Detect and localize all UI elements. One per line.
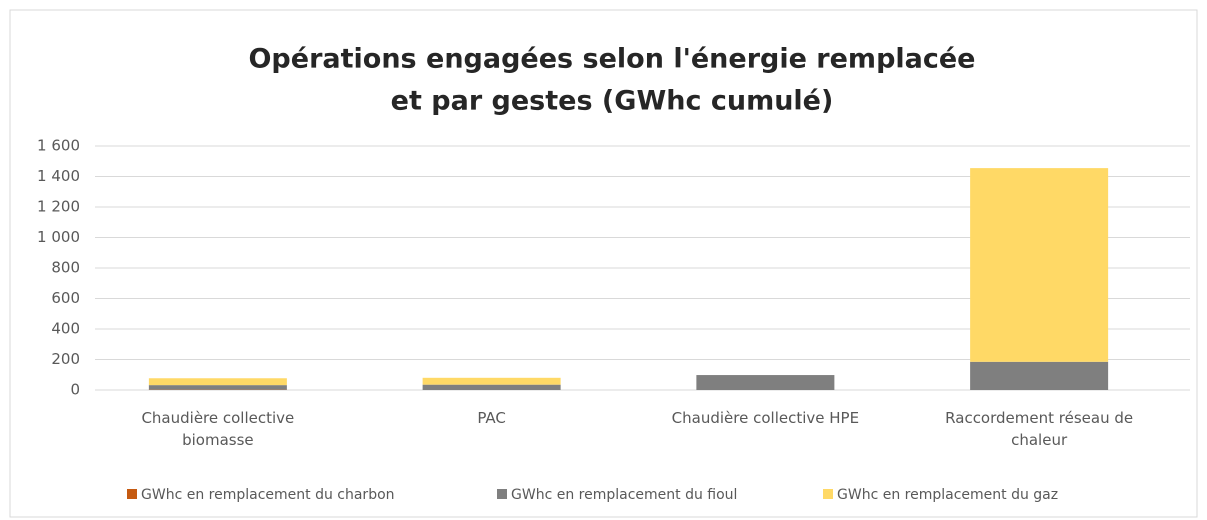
x-tick-label: PAC [477, 409, 506, 427]
y-tick-label: 1 600 [37, 137, 80, 155]
bar-segment [422, 384, 561, 390]
bar-segment [696, 375, 835, 390]
legend-label: GWhc en remplacement du fioul [511, 487, 737, 503]
y-tick-label: 800 [51, 259, 80, 277]
chart-title: Opérations engagées selon l'énergie remp… [248, 44, 975, 75]
bar-segment [970, 168, 1109, 362]
y-tick-label: 600 [51, 289, 80, 307]
x-tick-label: Raccordement réseau de chaleur [945, 409, 1134, 449]
legend-swatch [823, 489, 833, 499]
x-tick-label: Chaudière collective HPE [671, 409, 860, 427]
y-tick-label: 1 200 [37, 198, 80, 216]
legend-swatch [127, 489, 137, 499]
bar-segment [422, 377, 561, 385]
y-tick-label: 200 [51, 350, 80, 368]
y-tick-label: 1 000 [37, 228, 80, 246]
legend-label: GWhc en remplacement du gaz [837, 487, 1058, 503]
bar-segment [148, 378, 287, 386]
chart-title: et par gestes (GWhc cumulé) [391, 86, 834, 117]
x-tick-label: Chaudière collective biomasse [141, 409, 295, 449]
legend-label: GWhc en remplacement du charbon [141, 487, 395, 503]
bar-segment [970, 361, 1109, 390]
y-tick-label: 1 400 [37, 167, 80, 185]
y-tick-label: 0 [70, 381, 80, 399]
legend-swatch [497, 489, 507, 499]
bar-segment [148, 385, 287, 390]
y-tick-label: 400 [51, 320, 80, 338]
